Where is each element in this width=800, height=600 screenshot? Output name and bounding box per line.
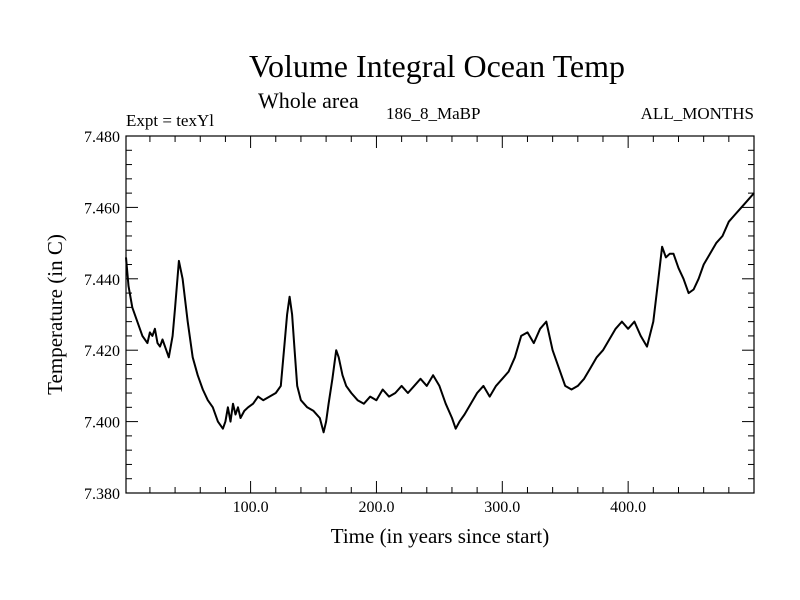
months-label: ALL_MONTHS	[640, 104, 754, 123]
x-axis-label: Time (in years since start)	[331, 524, 550, 548]
y-tick-label: 7.380	[84, 486, 120, 503]
x-tick-label: 400.0	[610, 499, 646, 516]
y-tick-label: 7.400	[84, 415, 120, 432]
series-line	[125, 192, 755, 434]
experiment-label: Expt = texYl	[126, 111, 214, 130]
run-label: 186_8_MaBP	[386, 104, 481, 123]
tick-labels: 100.0 200.0 300.0 400.0 7.380 7.400 7.420 7.440…	[84, 129, 646, 516]
y-axis-label: Temperature (in C)	[43, 234, 67, 395]
y-tick-label: 7.480	[84, 129, 120, 146]
axis-ticks	[126, 136, 754, 493]
plot-frame	[125, 135, 755, 494]
x-tick-label: 200.0	[358, 499, 394, 516]
chart-title: Volume Integral Ocean Temp	[248, 48, 625, 84]
y-tick-label: 7.440	[84, 272, 120, 289]
y-tick-label: 7.460	[84, 200, 120, 217]
x-tick-label: 300.0	[484, 499, 520, 516]
y-tick-label: 7.420	[84, 343, 120, 360]
x-tick-label: 100.0	[233, 499, 269, 516]
chart-subtitle: Whole area	[258, 88, 359, 113]
